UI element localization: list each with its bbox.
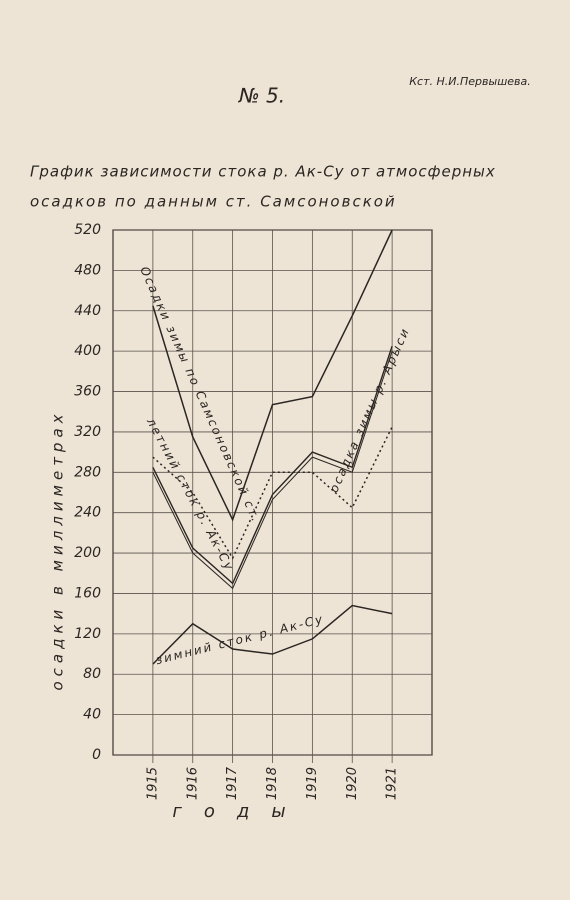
chart-title: График зависимости стока р. Ак-Су от атм…: [30, 163, 496, 181]
y-tick-label: 0: [92, 747, 101, 763]
y-axis-label: осадки в миллиметрах: [49, 409, 67, 690]
y-tick-label: 80: [83, 666, 101, 682]
y-tick-label: 320: [74, 424, 101, 440]
x-tick-label: 1918: [265, 767, 280, 800]
x-tick-label: 1915: [145, 767, 160, 800]
y-tick-label: 240: [74, 505, 101, 521]
y-tick-label: 480: [74, 262, 101, 278]
chart-subtitle: осадков по данным ст. Самсоновской: [30, 193, 397, 211]
y-tick-label: 360: [74, 384, 101, 400]
y-tick-label: 160: [74, 585, 101, 601]
x-axis-label: годы: [172, 801, 307, 822]
x-tick-label: 1916: [185, 767, 200, 800]
series-line: [152, 229, 393, 522]
x-tick-label: 1919: [305, 767, 320, 800]
series-line: [152, 604, 393, 665]
y-tick-label: 200: [74, 545, 101, 561]
y-tick-label: 40: [83, 707, 101, 723]
x-tick-label: 1920: [345, 767, 360, 800]
y-tick-label: 120: [74, 626, 101, 642]
y-tick-label: 400: [74, 343, 101, 359]
figure-number: № 5.: [238, 84, 285, 108]
x-tick-label: 1921: [385, 767, 400, 800]
y-tick-label: 520: [74, 222, 101, 238]
series-line: [152, 345, 393, 585]
x-tick-label: 1917: [225, 766, 240, 800]
series-line-shadow: [152, 350, 393, 590]
y-tick-label: 280: [74, 464, 101, 480]
y-tick-label: 440: [74, 303, 101, 319]
author: Кст. Н.И.Первышева.: [409, 75, 531, 88]
